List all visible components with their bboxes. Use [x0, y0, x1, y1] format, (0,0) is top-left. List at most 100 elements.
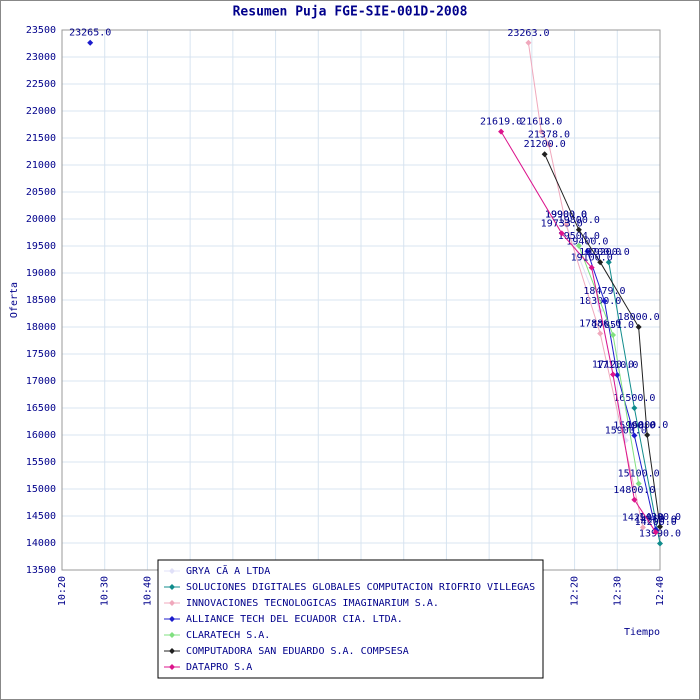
point [657, 523, 663, 530]
data-label: 17851.0 [592, 320, 634, 331]
data-label: 21378.0 [528, 130, 570, 141]
series-line [500, 131, 657, 533]
data-label: 15990.0 [613, 421, 655, 432]
data-label: 18000.0 [618, 312, 660, 323]
point [631, 496, 638, 503]
data-label: 16000.0 [626, 420, 668, 431]
y-tick-label: 18000 [26, 322, 56, 333]
point [597, 259, 604, 266]
data-label: 16500.0 [613, 393, 655, 404]
point [631, 405, 638, 411]
point [639, 524, 646, 531]
data-label: 21619.0 [480, 117, 522, 128]
point [563, 221, 570, 228]
y-tick-label: 20500 [26, 187, 56, 198]
y-tick-label: 23500 [26, 25, 56, 36]
series-line [527, 42, 644, 528]
legend-label: SOLUCIONES DIGITALES GLOBALES COMPUTACIO… [186, 582, 535, 593]
y-tick-label: 13500 [26, 565, 56, 576]
y-tick-label: 17500 [26, 349, 56, 360]
point [169, 568, 175, 574]
y-tick-label: 16000 [26, 430, 56, 441]
point [657, 540, 663, 547]
legend-label: INNOVACIONES TECNOLOGICAS IMAGINARIUM S.… [186, 598, 439, 609]
point [584, 248, 591, 255]
legend-label: CLARATECH S.A. [186, 630, 270, 641]
data-label: 17880.0 [579, 318, 621, 329]
point [169, 664, 175, 670]
data-label: 19100.0 [571, 253, 613, 264]
point [538, 128, 545, 135]
data-label: 14250.0 [635, 515, 677, 526]
x-tick-label: 12:30 [612, 576, 623, 606]
data-label: 14800.0 [613, 485, 655, 496]
point [610, 371, 617, 378]
data-label: 17120.0 [592, 360, 634, 371]
data-label: 19900.0 [545, 209, 587, 220]
y-tick-label: 21000 [26, 160, 56, 171]
y-tick-label: 14000 [26, 538, 56, 549]
point [558, 230, 565, 237]
point [575, 242, 582, 249]
point [545, 141, 552, 148]
data-label: 21200.0 [524, 139, 566, 150]
legend-label: ALLIANCE TECH DEL ECUADOR CIA. LTDA. [186, 614, 403, 625]
series-line [544, 153, 661, 527]
legend-label: DATAPRO S.A [186, 662, 252, 673]
data-label: 14300.0 [639, 512, 681, 523]
data-label: 17110.0 [596, 360, 638, 371]
data-label: 13990.0 [639, 529, 681, 540]
legend-label: COMPUTADORA SAN EDUARDO S.A. COMPSESA [186, 646, 409, 657]
point [597, 330, 604, 337]
y-tick-label: 20000 [26, 214, 56, 225]
y-tick-label: 21500 [26, 133, 56, 144]
legend-label: GRYA CÃ A LTDA [186, 564, 270, 577]
y-tick-label: 15500 [26, 457, 56, 468]
data-label: 14200.0 [635, 517, 677, 528]
point [498, 128, 505, 135]
data-label: 19200.0 [579, 247, 621, 258]
data-label: 23263.0 [507, 28, 549, 39]
point [605, 259, 612, 266]
data-label: 21618.0 [520, 117, 562, 128]
x-tick-label: 10:30 [100, 576, 111, 606]
point [169, 600, 175, 606]
y-tick-label: 22000 [26, 106, 56, 117]
x-tick-label: 10:20 [57, 576, 68, 606]
point [169, 632, 175, 638]
data-label: 18479.0 [583, 286, 625, 297]
y-tick-label: 23000 [26, 52, 56, 63]
y-tick-label: 15000 [26, 484, 56, 495]
data-label: 19800.0 [558, 215, 600, 226]
point [631, 432, 638, 439]
x-tick-label: 12:20 [570, 576, 581, 606]
data-label: 19200.0 [588, 247, 630, 258]
point [169, 584, 175, 590]
data-label: 14290.0 [622, 512, 664, 523]
point [610, 332, 617, 339]
data-label: 15100.0 [618, 469, 660, 480]
point [525, 39, 532, 46]
point [588, 264, 595, 271]
point [541, 151, 548, 158]
point [635, 324, 642, 330]
legend: GRYA CÃ A LTDA SOLUCIONES DIGITALES GLOBA… [157, 559, 544, 679]
y-tick-label: 16500 [26, 403, 56, 414]
point [575, 226, 582, 233]
point [614, 372, 621, 379]
point [169, 616, 175, 622]
chart-title: Resumen Puja FGE-SIE-001D-2008 [233, 5, 468, 20]
y-tick-label: 22500 [26, 79, 56, 90]
y-tick-label: 17000 [26, 376, 56, 387]
y-tick-label: 18500 [26, 295, 56, 306]
x-axis-label: Tiempo [624, 627, 660, 638]
legend-box [157, 559, 544, 679]
data-label: 19733.0 [541, 218, 583, 229]
point [169, 648, 175, 654]
y-axis-label: Oferta [9, 282, 20, 318]
data-label: 19900.0 [545, 209, 587, 220]
y-tick-label: 14500 [26, 511, 56, 522]
y-tick-label: 19000 [26, 268, 56, 279]
